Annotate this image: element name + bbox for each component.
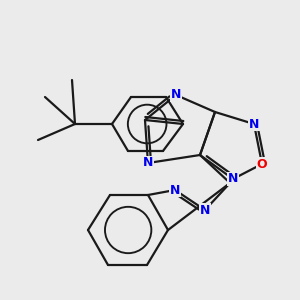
Text: N: N — [143, 157, 153, 169]
Text: N: N — [228, 172, 238, 185]
Text: N: N — [170, 184, 180, 196]
Text: N: N — [171, 88, 181, 101]
Text: O: O — [257, 158, 267, 170]
Text: N: N — [200, 203, 210, 217]
Text: N: N — [249, 118, 259, 130]
